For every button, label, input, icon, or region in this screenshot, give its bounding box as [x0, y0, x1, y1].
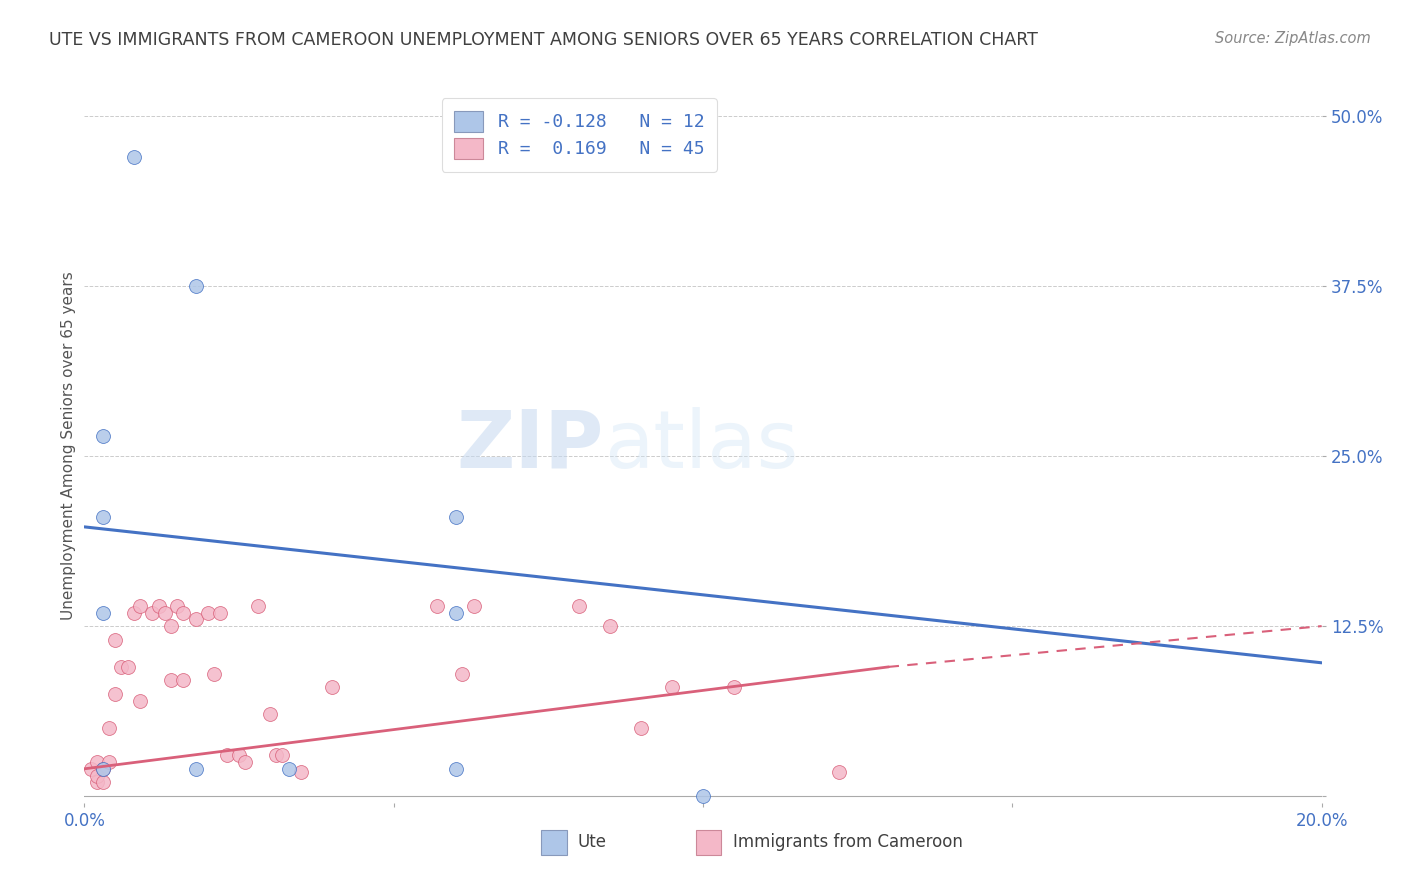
Point [184, 612, 207, 626]
Point [444, 606, 467, 620]
Point [129, 599, 152, 613]
Point [98, 721, 121, 735]
Point [141, 606, 163, 620]
Point [148, 599, 170, 613]
Point [79, 762, 101, 776]
Point [277, 762, 299, 776]
Point [215, 748, 238, 763]
Point [91, 429, 114, 443]
Point [599, 619, 621, 633]
Point [568, 599, 591, 613]
Point [122, 150, 145, 164]
Point [153, 606, 176, 620]
Point [661, 680, 683, 694]
Point [104, 687, 127, 701]
Point [91, 510, 114, 524]
Point [91, 775, 114, 789]
Point [209, 606, 232, 620]
Point [172, 673, 194, 688]
Point [426, 599, 449, 613]
Point [444, 762, 467, 776]
Point [104, 632, 127, 647]
Point [692, 789, 714, 803]
Point [264, 748, 287, 763]
Text: atlas: atlas [605, 407, 799, 485]
Point [160, 673, 183, 688]
Text: Ute: Ute [578, 833, 607, 851]
Point [172, 606, 194, 620]
Point [91, 606, 114, 620]
Point [202, 666, 225, 681]
Y-axis label: Unemployment Among Seniors over 65 years: Unemployment Among Seniors over 65 years [60, 272, 76, 620]
Point [91, 762, 114, 776]
Text: ZIP: ZIP [457, 407, 605, 485]
Point [184, 762, 207, 776]
Point [86, 775, 108, 789]
Point [91, 762, 114, 776]
Point [233, 755, 256, 769]
Point [184, 279, 207, 293]
Point [321, 680, 343, 694]
Point [86, 769, 108, 783]
Point [160, 619, 183, 633]
Point [450, 666, 472, 681]
Point [228, 748, 250, 763]
Point [463, 599, 485, 613]
Legend: R = -0.128   N = 12, R =  0.169   N = 45: R = -0.128 N = 12, R = 0.169 N = 45 [441, 98, 717, 171]
Point [630, 721, 652, 735]
Point [110, 660, 132, 674]
Point [117, 660, 139, 674]
Point [129, 694, 152, 708]
Point [259, 707, 281, 722]
Point [197, 606, 219, 620]
Point [290, 764, 312, 779]
Text: UTE VS IMMIGRANTS FROM CAMEROON UNEMPLOYMENT AMONG SENIORS OVER 65 YEARS CORRELA: UTE VS IMMIGRANTS FROM CAMEROON UNEMPLOY… [49, 31, 1038, 49]
Point [122, 606, 145, 620]
Point [166, 599, 188, 613]
Point [723, 680, 745, 694]
Point [246, 599, 269, 613]
Text: Source: ZipAtlas.com: Source: ZipAtlas.com [1215, 31, 1371, 46]
Point [98, 755, 121, 769]
Point [271, 748, 294, 763]
Point [86, 755, 108, 769]
Point [444, 510, 467, 524]
Text: Immigrants from Cameroon: Immigrants from Cameroon [733, 833, 962, 851]
Point [828, 764, 851, 779]
